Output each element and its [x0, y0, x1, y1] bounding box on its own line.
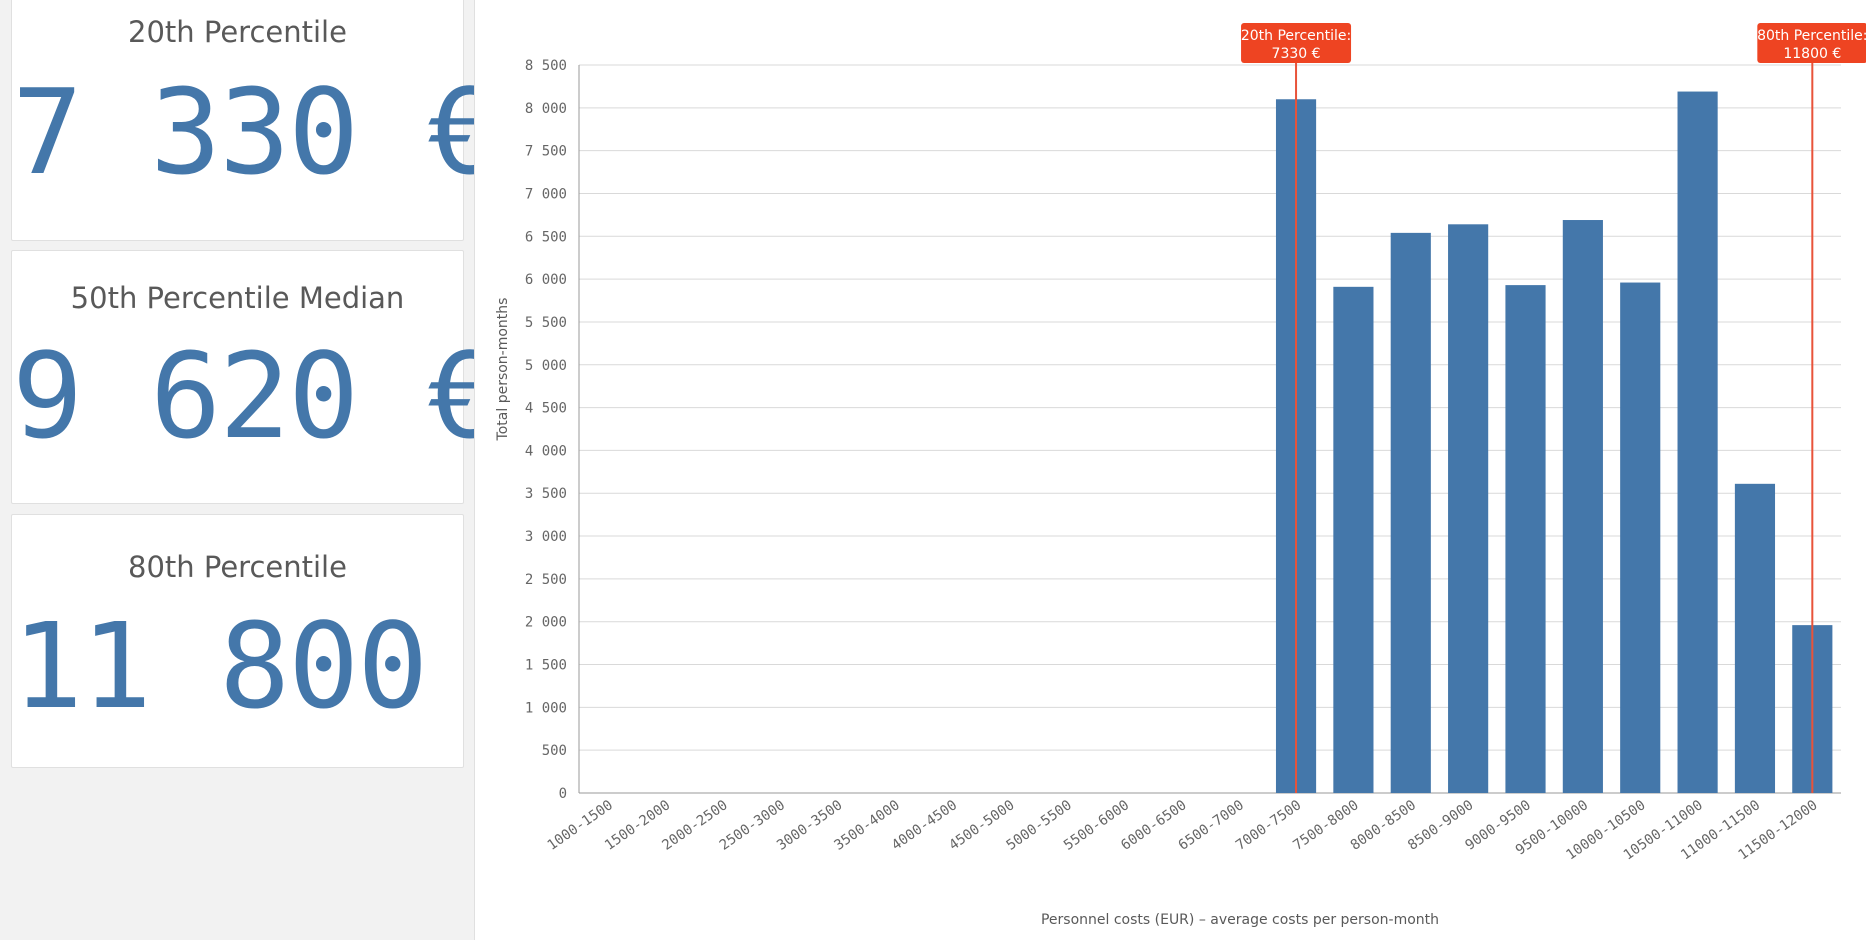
bar[interactable]: [1734, 483, 1776, 793]
y-tick-label: 4 000: [525, 443, 567, 459]
kpi-title: 20th Percentile: [128, 15, 347, 49]
bar[interactable]: [1390, 232, 1431, 794]
y-tick-label: 7 000: [525, 186, 567, 202]
bar[interactable]: [1448, 224, 1489, 793]
y-tick-label: 6 500: [525, 229, 567, 245]
y-tick-label: 8 500: [525, 58, 567, 74]
histogram-chart[interactable]: 0 500 1 000 1 500 2 000 2 500 3 000 3 500 4 000 4…: [475, 0, 1866, 940]
bar[interactable]: [1562, 220, 1603, 793]
x-axis-title: Personnel costs (EUR) – average costs pe…: [1041, 912, 1439, 928]
y-tick-label: 1 500: [525, 658, 567, 674]
histogram-panel[interactable]: 0 500 1 000 1 500 2 000 2 500 3 000 3 500 4 000 4…: [474, 0, 1866, 940]
y-tick-label: 2 500: [525, 572, 567, 588]
y-tick-label: 6 000: [525, 272, 567, 288]
kpi-value: 9 620 €: [12, 327, 497, 465]
kpi-card-20th[interactable]: 20th Percentile 7 330 €: [11, 0, 497, 241]
kpi-value: 11 800 €: [12, 597, 566, 735]
reference-label-title: 80th Percentile:: [1757, 28, 1866, 44]
y-tick-label: 1 000: [525, 700, 567, 716]
kpi-title: 50th Percentile Median: [70, 281, 405, 315]
y-tick-label: 5 500: [525, 315, 567, 331]
kpi-card-50th[interactable]: 50th Percentile Median 9 620 €: [11, 250, 497, 504]
y-tick-label: 3 000: [525, 529, 567, 545]
kpi-value: 7 330 €: [12, 63, 497, 201]
y-tick-label: 5 000: [525, 358, 567, 374]
y-tick-label: 4 500: [525, 401, 567, 417]
reference-label: 80th Percentile: 11800 €: [1757, 23, 1866, 63]
reference-label-value: 11800 €: [1783, 46, 1841, 62]
kpi-card-80th[interactable]: 80th Percentile 11 800 €: [11, 514, 566, 768]
y-tick-label: 3 500: [525, 486, 567, 502]
bar[interactable]: [1333, 286, 1374, 793]
kpi-title: 80th Percentile: [128, 550, 347, 584]
reference-label-box: [1757, 23, 1866, 63]
bar[interactable]: [1505, 285, 1546, 793]
y-tick-label: 8 000: [525, 101, 567, 117]
bar[interactable]: [1677, 91, 1718, 793]
y-tick-label: 2 000: [525, 615, 567, 631]
reference-label-box: [1241, 23, 1352, 63]
reference-label: 20th Percentile: 7330 €: [1241, 23, 1351, 63]
reference-label-title: 20th Percentile:: [1241, 28, 1351, 44]
reference-label-value: 7330 €: [1272, 46, 1321, 62]
y-axis-title: Total person-months: [495, 298, 511, 442]
bar[interactable]: [1620, 282, 1661, 793]
y-tick-label: 0: [559, 786, 567, 802]
y-tick-label: 500: [542, 743, 567, 759]
y-tick-label: 7 500: [525, 144, 567, 160]
